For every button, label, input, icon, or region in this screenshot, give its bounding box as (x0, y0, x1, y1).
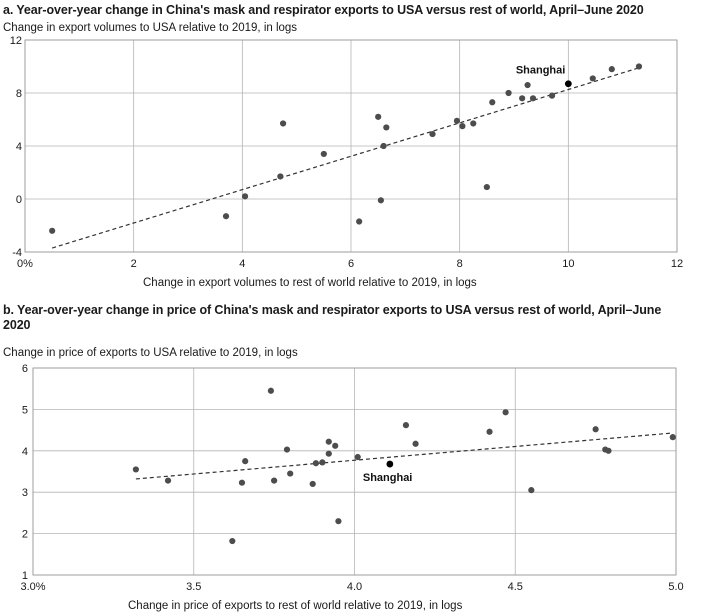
chart-b-ytick-label: 5 (22, 404, 28, 416)
chart-a-point (529, 95, 537, 102)
chart-a-point (519, 95, 526, 102)
chart-b-point (669, 434, 676, 441)
chart-a-point (383, 124, 390, 131)
chart-b-xtick-label: 4.5 (508, 581, 523, 593)
chart-a-ytick-label: -4 (12, 247, 22, 259)
chart-b-xtick-label: 3.5 (186, 581, 201, 593)
chart-b-plot-frame (32, 367, 677, 576)
chart-b-point (271, 477, 278, 484)
chart-b-point (238, 479, 246, 486)
chart-a-point (459, 123, 466, 130)
chart-b-point (412, 440, 419, 447)
chart-b-point (502, 409, 509, 416)
chart-b-xtick-label: 4.0 (347, 581, 362, 593)
chart-b-ylabel: Change in price of exports to USA relati… (3, 347, 298, 359)
chart-b-shanghai-label: Shanghai (363, 472, 413, 484)
chart-a-ytick-label: 12 (10, 35, 22, 47)
chart-b-point (402, 422, 410, 429)
chart-a-xtick-label: 6 (348, 258, 354, 270)
chart-a-point (524, 81, 531, 89)
chart-b-trendline (135, 432, 673, 480)
chart-b-point (335, 518, 342, 525)
chart-a-point (49, 227, 56, 234)
chart-b-point (528, 487, 535, 494)
chart-a-ytick-label: 8 (16, 88, 22, 100)
chart-a-xtick-label: 12 (671, 258, 683, 270)
chart-a-plot-frame (24, 39, 678, 253)
chart-a-point (375, 113, 382, 120)
chart-b-ytick-label: 6 (22, 363, 28, 375)
chart-a-point (635, 63, 643, 70)
chart-a-point (608, 66, 615, 73)
chart-a-xtick-label: 2 (131, 258, 137, 270)
chart-a-point (483, 183, 490, 191)
chart-b-point (309, 480, 316, 488)
chart-a-ytick-label: 4 (16, 141, 22, 153)
chart-b-point (319, 459, 326, 466)
chart-a-xtick-label: 4 (239, 258, 245, 270)
chart-a-point (470, 120, 477, 127)
chart-b-shanghai-point (386, 460, 394, 468)
chart-b-point (312, 460, 320, 467)
chart-b-point (486, 428, 493, 435)
chart-b-title: b. Year-over-year change in price of Chi… (3, 303, 662, 332)
chart-a-point (380, 142, 387, 150)
chart-b-ytick-label: 3 (22, 487, 28, 499)
chart-a-xtick-label: 8 (457, 258, 463, 270)
chart-b-xlabel: Change in price of exports to rest of wo… (128, 600, 463, 612)
chart-a-point (222, 213, 230, 220)
chart-a-point (241, 193, 249, 200)
chart-b-point (325, 450, 332, 457)
chart-a-ylabel: Change in export volumes to USA relative… (3, 22, 298, 34)
chart-b-point (287, 470, 294, 477)
chart-a-point (429, 130, 436, 138)
chart-b-point (354, 453, 361, 461)
chart-b-xtick-label: 3.0% (20, 581, 45, 593)
chart-b-ytick-label: 1 (22, 570, 28, 582)
chart-b-xtick-label: 5.0 (668, 581, 683, 593)
chart-a-point (489, 99, 496, 106)
chart-a-xlabel: Change in export volumes to rest of worl… (143, 277, 477, 289)
chart-a-point (320, 150, 327, 158)
chart-a-shanghai-point (564, 80, 572, 88)
chart-a-point (589, 75, 596, 82)
chart-a-point (453, 117, 461, 124)
chart-b-point (242, 458, 249, 465)
chart-b-point (132, 466, 139, 473)
chart-b-point (605, 447, 612, 454)
chart-b-point (332, 442, 339, 449)
chart-b-point (267, 387, 275, 394)
chart-b-point (229, 537, 236, 545)
chart-b-ytick-label: 2 (22, 529, 28, 541)
chart-b-ytick-label: 4 (22, 446, 28, 458)
chart-b-point (283, 446, 291, 453)
chart-a-shanghai-label: Shanghai (516, 65, 566, 77)
chart-a-ytick-label: 0 (16, 194, 22, 206)
chart-a-xtick-label: 10 (562, 258, 574, 270)
chart-a-point (548, 92, 556, 99)
chart-b-point (592, 426, 599, 433)
chart-a-point (279, 120, 287, 127)
chart-a-point (505, 89, 512, 97)
chart-a-xtick-label: 0% (17, 258, 33, 270)
chart-a-title: a. Year-over-year change in China's mask… (3, 3, 644, 17)
chart-b-point (325, 438, 332, 445)
chart-b-point (164, 477, 172, 484)
chart-a-trendline (51, 67, 640, 249)
chart-a-point (377, 197, 384, 204)
chart-a-point (277, 173, 284, 180)
chart-a-point (356, 218, 363, 225)
